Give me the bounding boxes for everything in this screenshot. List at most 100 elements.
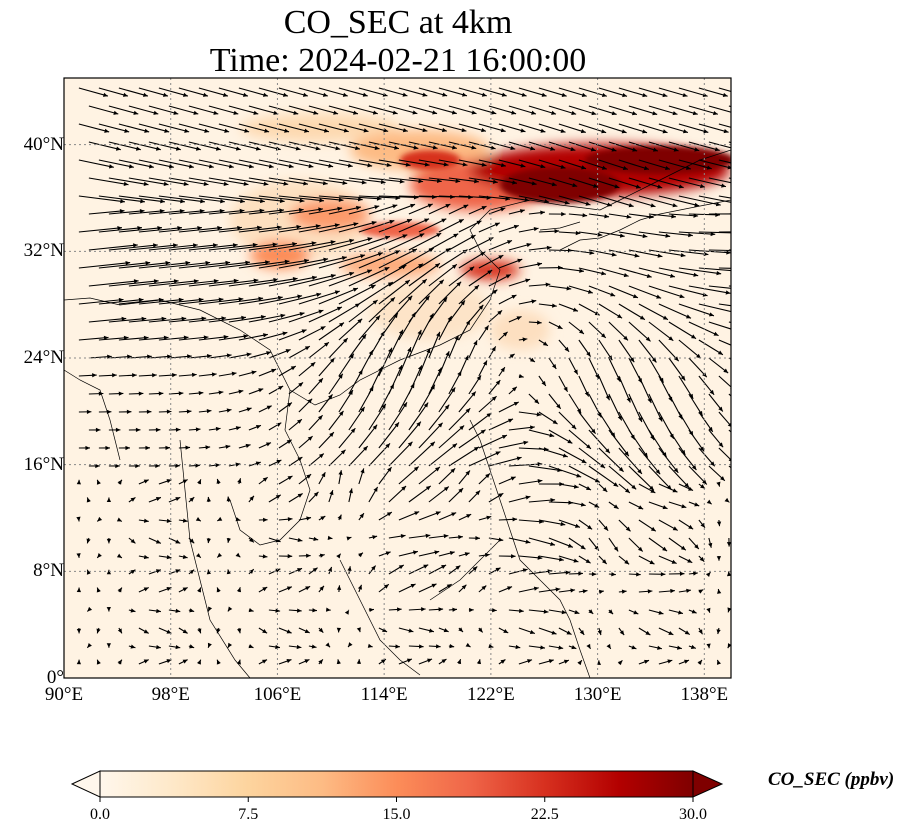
wind-arrow bbox=[528, 141, 556, 151]
wind-arrow bbox=[628, 429, 649, 458]
wind-arrow bbox=[498, 627, 509, 634]
wind-arrow bbox=[597, 627, 602, 636]
wind-arrow bbox=[344, 609, 350, 615]
wind-arrow bbox=[648, 321, 674, 342]
wind-arrow bbox=[478, 515, 492, 521]
wind-arrow bbox=[327, 566, 333, 575]
wind-arrow bbox=[638, 483, 656, 494]
wind-arrow bbox=[398, 312, 417, 341]
wind-arrow bbox=[278, 329, 307, 341]
wind-arrow bbox=[278, 439, 292, 449]
wind-arrow bbox=[168, 177, 209, 186]
wind-arrow bbox=[726, 537, 731, 547]
wind-arrow bbox=[408, 533, 431, 539]
wind-arrow bbox=[688, 465, 708, 485]
map-frame bbox=[63, 77, 732, 679]
wind-arrow bbox=[268, 348, 291, 359]
wind-arrow bbox=[598, 375, 610, 401]
wind-arrow bbox=[588, 609, 594, 615]
wind-arrow bbox=[268, 177, 309, 186]
wind-arrow bbox=[478, 87, 507, 97]
wind-arrow bbox=[298, 398, 313, 413]
wind-arrow bbox=[178, 123, 210, 133]
wind-arrow bbox=[498, 440, 529, 449]
wind-arrow bbox=[678, 588, 692, 593]
wind-arrow bbox=[358, 552, 364, 558]
wind-arrow bbox=[208, 208, 245, 215]
wind-arrow bbox=[368, 105, 398, 115]
wind-arrow bbox=[278, 475, 293, 485]
wind-arrow bbox=[648, 177, 684, 189]
wind-arrow bbox=[658, 627, 674, 636]
wind-arrow bbox=[428, 644, 441, 649]
wind-arrow bbox=[158, 195, 205, 204]
wind-arrow bbox=[368, 141, 400, 150]
wind-arrow bbox=[688, 429, 705, 452]
wind-arrow bbox=[618, 123, 648, 134]
wind-arrow bbox=[528, 245, 552, 251]
wind-arrow bbox=[128, 243, 178, 251]
wind-arrow bbox=[218, 87, 249, 97]
wind-arrow bbox=[448, 141, 477, 150]
wind-arrow bbox=[298, 195, 344, 202]
wind-arrow bbox=[278, 659, 292, 665]
wind-arrow bbox=[718, 123, 731, 128]
wind-arrow bbox=[258, 586, 268, 593]
wind-arrow bbox=[578, 123, 607, 134]
wind-arrow bbox=[488, 239, 513, 251]
wind-arrow bbox=[518, 374, 524, 379]
wind-arrow bbox=[308, 271, 355, 287]
wind-arrow bbox=[648, 213, 677, 219]
wind-arrow bbox=[706, 643, 711, 649]
wind-arrow bbox=[298, 435, 313, 449]
wind-arrow bbox=[488, 418, 514, 431]
wind-arrow bbox=[328, 373, 344, 395]
wind-arrow bbox=[438, 123, 467, 133]
wind-arrow bbox=[248, 424, 262, 431]
wind-arrow bbox=[638, 303, 669, 321]
wind-arrow bbox=[588, 249, 617, 257]
wind-arrow bbox=[628, 321, 651, 342]
wind-arrow bbox=[298, 658, 310, 665]
wind-arrow bbox=[116, 517, 123, 522]
wind-arrow bbox=[158, 409, 172, 414]
wind-arrow bbox=[318, 394, 333, 413]
wind-arrow bbox=[678, 195, 721, 207]
wind-arrow bbox=[648, 141, 679, 152]
wind-arrow bbox=[178, 225, 223, 233]
wind-arrow bbox=[158, 555, 172, 560]
wind-arrow bbox=[548, 537, 574, 548]
wind-arrow bbox=[298, 627, 310, 634]
wind-arrow bbox=[338, 470, 343, 485]
wind-arrow bbox=[336, 553, 342, 559]
wind-arrow bbox=[598, 267, 629, 278]
wind-arrow bbox=[138, 659, 149, 665]
wind-arrow bbox=[248, 388, 264, 395]
wind-arrow bbox=[367, 643, 373, 648]
wind-arrow bbox=[288, 456, 303, 467]
wind-arrow bbox=[588, 429, 611, 454]
wind-arrow bbox=[608, 105, 638, 116]
wind-arrow bbox=[188, 353, 212, 359]
wind-arrow bbox=[698, 123, 729, 134]
wind-arrow bbox=[598, 87, 628, 98]
wind-arrow bbox=[298, 553, 311, 558]
wind-arrow bbox=[318, 195, 363, 202]
wind-arrow bbox=[148, 391, 164, 396]
wind-arrow bbox=[288, 493, 303, 503]
wind-arrow bbox=[458, 220, 482, 233]
wind-arrow bbox=[188, 177, 229, 186]
wind-arrow bbox=[168, 105, 199, 115]
wind-arrow bbox=[308, 491, 319, 503]
wind-arrow bbox=[588, 141, 617, 152]
wind-arrow bbox=[468, 105, 497, 115]
wind-arrow bbox=[408, 329, 422, 359]
wind-arrow bbox=[588, 177, 620, 189]
wind-arrow bbox=[668, 249, 709, 257]
wind-arrow bbox=[178, 445, 191, 450]
wind-arrow bbox=[418, 313, 434, 341]
wind-arrow bbox=[268, 105, 299, 115]
wind-arrow bbox=[438, 583, 452, 593]
wind-arrow bbox=[388, 233, 425, 251]
